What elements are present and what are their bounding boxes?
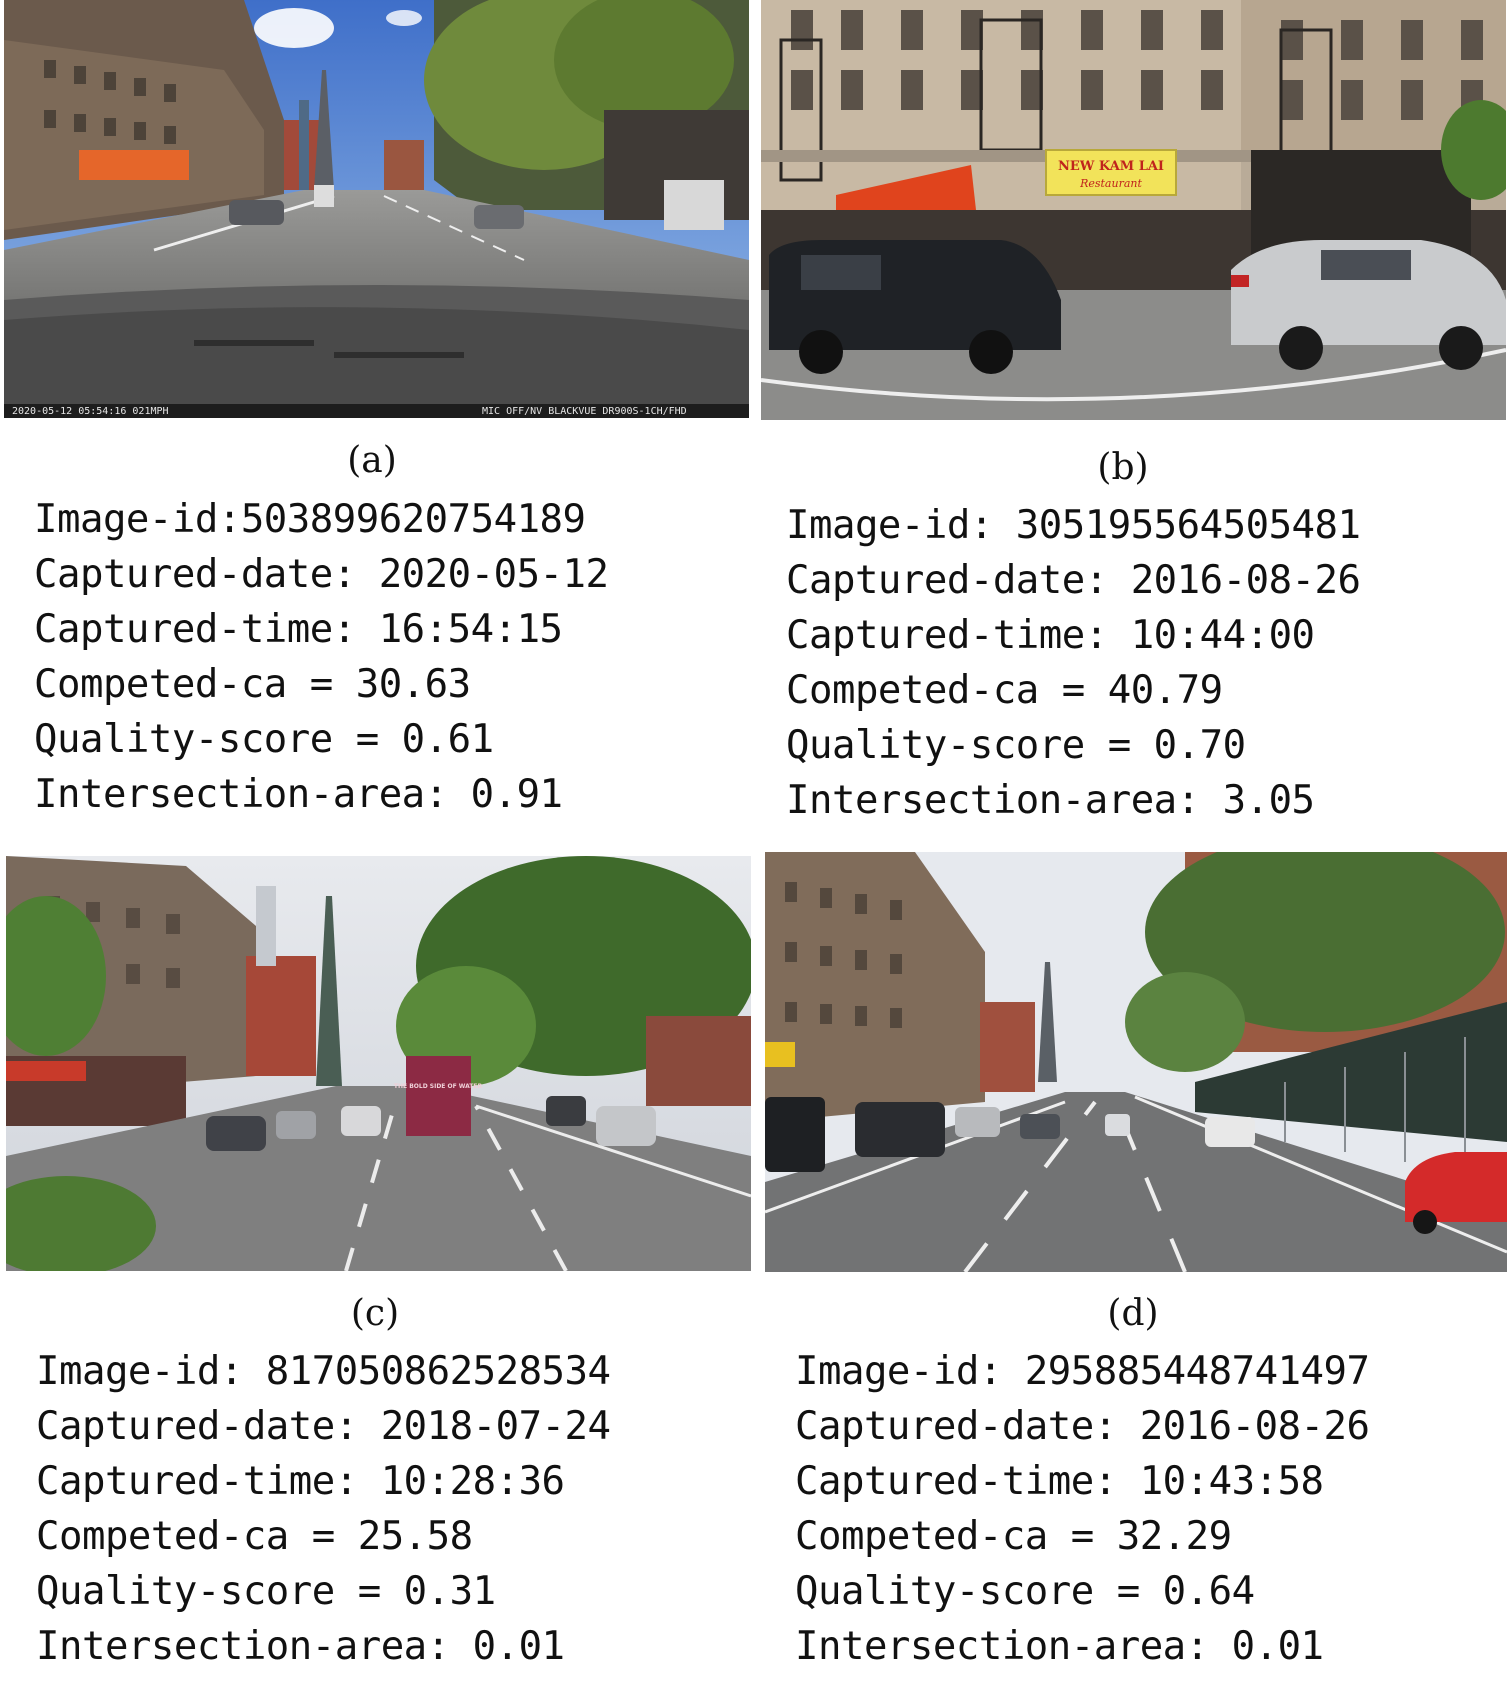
quality-score: Quality-score = 0.64: [795, 1569, 1255, 1614]
metadata-list-a: Image-id:503899620754189 Captured-date: …: [34, 492, 609, 822]
intersection-area: Intersection-area: 0.01: [795, 1624, 1324, 1669]
caption-d: (d): [1107, 1293, 1159, 1334]
quality-score: Quality-score = 0.61: [34, 717, 494, 762]
metadata-list-b: Image-id: 305195564505481 Captured-date:…: [786, 498, 1361, 828]
caption-c: (c): [350, 1293, 400, 1334]
captured-time: Captured-time: 10:44:00: [786, 613, 1315, 658]
competed-ca: Competed-ca = 40.79: [786, 668, 1223, 713]
restaurant-sign-subtext: Restaurant: [1079, 177, 1142, 190]
captured-date: Captured-date: 2016-08-26: [795, 1404, 1370, 1449]
blurry-street-scene: THE BOLD SIDE OF WATER: [6, 856, 751, 1271]
competed-ca: Competed-ca = 32.29: [795, 1514, 1232, 1559]
quality-score: Quality-score = 0.70: [786, 723, 1246, 768]
storefront-scene: NEW KAM LAI Restaurant: [761, 0, 1506, 420]
metadata-list-c: Image-id: 817050862528534 Captured-date:…: [36, 1344, 611, 1674]
quality-score: Quality-score = 0.31: [36, 1569, 496, 1614]
image-id: Image-id: 305195564505481: [786, 503, 1361, 548]
dashcam-street-scene: 2020-05-12 05:54:16 021MPH MIC OFF/NV BL…: [4, 0, 749, 418]
competed-ca: Competed-ca = 25.58: [36, 1514, 473, 1559]
dashcam-timestamp: 2020-05-12 05:54:16 021MPH: [12, 406, 169, 417]
image-id: Image-id: 295885448741497: [795, 1349, 1370, 1394]
image-id: Image-id:503899620754189: [34, 497, 586, 542]
competed-ca: Competed-ca = 30.63: [34, 662, 471, 707]
street-photo-a: 2020-05-12 05:54:16 021MPH MIC OFF/NV BL…: [4, 0, 749, 418]
captured-date: Captured-date: 2020-05-12: [34, 552, 609, 597]
captured-time: Captured-time: 16:54:15: [34, 607, 563, 652]
intersection-area: Intersection-area: 3.05: [786, 778, 1315, 823]
captured-time: Captured-time: 10:28:36: [36, 1459, 565, 1504]
image-id: Image-id: 817050862528534: [36, 1349, 611, 1394]
street-photo-c: THE BOLD SIDE OF WATER: [6, 856, 751, 1271]
captured-date: Captured-date: 2016-08-26: [786, 558, 1361, 603]
restaurant-sign-text: NEW KAM LAI: [1058, 159, 1164, 174]
wide-street-scene: [765, 852, 1507, 1272]
dashcam-device-label: MIC OFF/NV BLACKVUE DR900S-1CH/FHD: [482, 406, 687, 417]
caption-b: (b): [1097, 447, 1149, 488]
street-photo-d: [765, 852, 1507, 1272]
caption-a: (a): [347, 440, 397, 481]
street-photo-b: NEW KAM LAI Restaurant: [761, 0, 1506, 420]
captured-date: Captured-date: 2018-07-24: [36, 1404, 611, 1449]
captured-time: Captured-time: 10:43:58: [795, 1459, 1324, 1504]
intersection-area: Intersection-area: 0.01: [36, 1624, 565, 1669]
metadata-list-d: Image-id: 295885448741497 Captured-date:…: [795, 1344, 1370, 1674]
truck-ad-text: THE BOLD SIDE OF WATER: [394, 1083, 483, 1090]
intersection-area: Intersection-area: 0.91: [34, 772, 563, 817]
